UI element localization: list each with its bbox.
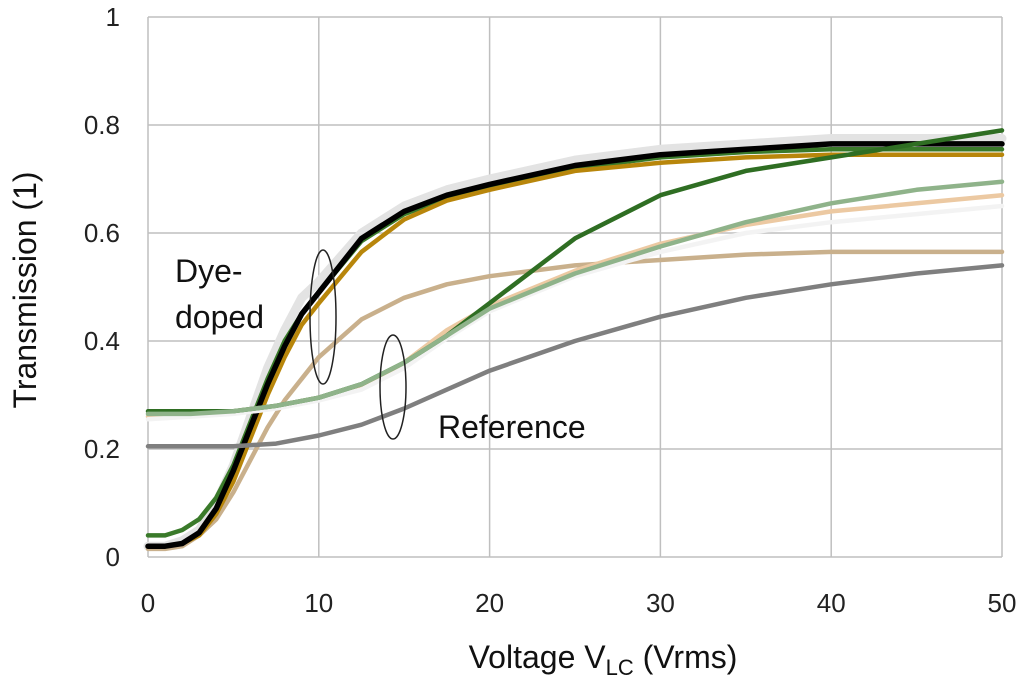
grid (147, 16, 1003, 558)
dye-doped-label-line2: doped (175, 299, 264, 335)
annotations: Dye- doped Reference (175, 249, 586, 445)
y-tick-label: 0.8 (84, 110, 120, 140)
dye-doped-label-line1: Dye- (175, 253, 243, 289)
reference-group-ellipse (379, 334, 407, 440)
x-tick-label: 20 (475, 588, 504, 618)
y-tick-label: 0.4 (84, 326, 120, 356)
series-line-ref-gray (145, 263, 1005, 449)
y-tick-label: 1 (106, 2, 120, 32)
y-tick-label: 0 (106, 542, 120, 572)
x-tick-label: 40 (817, 588, 846, 618)
series-line-dye-black (145, 141, 1005, 549)
y-axis-title: Transmission (1) (7, 171, 43, 408)
dye-group-ellipse (309, 249, 337, 385)
x-tick-label: 30 (646, 588, 675, 618)
y-tick-label: 0.6 (84, 218, 120, 248)
y-tick-label: 0.2 (84, 434, 120, 464)
x-axis-title-subscript: LC (606, 655, 634, 680)
x-axis-title-units: (Vrms) (634, 639, 738, 675)
x-tick-label: 10 (304, 588, 333, 618)
series-line-dye-tan (145, 249, 1005, 552)
x-tick-label: 0 (141, 588, 155, 618)
x-axis-title: Voltage VLC (Vrms) (469, 639, 738, 680)
x-tick-label: 50 (988, 588, 1017, 618)
axes: 0 10 20 30 40 50 0 0.2 0.4 0.6 0.8 1 (84, 2, 1017, 618)
series-line-ref-white (145, 203, 1005, 422)
series-line-ref-light-tan (145, 192, 1005, 419)
reference-label: Reference (438, 409, 586, 445)
series-group (143, 128, 1007, 552)
series-line-ref-sage (145, 179, 1005, 417)
